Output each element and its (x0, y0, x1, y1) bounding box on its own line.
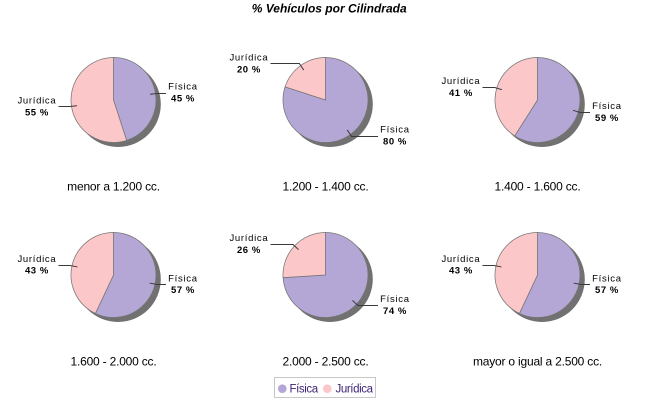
svg-text:43 %: 43 % (449, 266, 473, 277)
svg-text:55 %: 55 % (25, 107, 49, 118)
svg-text:41 %: 41 % (449, 88, 473, 99)
svg-text:57 %: 57 % (171, 285, 195, 296)
svg-text:% Vehículos por Cilindrada: % Vehículos por Cilindrada (252, 2, 407, 16)
svg-text:Jurídica: Jurídica (229, 233, 268, 244)
svg-text:1.400 - 1.600 cc.: 1.400 - 1.600 cc. (495, 180, 581, 194)
svg-text:Física: Física (168, 82, 198, 93)
svg-text:Jurídica: Jurídica (17, 96, 56, 107)
svg-text:74 %: 74 % (383, 306, 407, 317)
svg-text:Jurídica: Jurídica (441, 254, 480, 265)
svg-text:mayor o igual a 2.500 cc.: mayor o igual a 2.500 cc. (473, 355, 602, 369)
svg-text:45 %: 45 % (171, 93, 195, 104)
svg-text:1.200 - 1.400 cc.: 1.200 - 1.400 cc. (283, 180, 369, 194)
svg-text:57 %: 57 % (595, 285, 619, 296)
svg-text:Física: Física (290, 383, 319, 395)
svg-text:2.000 - 2.500 cc.: 2.000 - 2.500 cc. (283, 355, 369, 369)
svg-text:Jurídica: Jurídica (441, 76, 480, 87)
svg-text:menor a 1.200 cc.: menor a 1.200 cc. (67, 180, 160, 194)
svg-text:Física: Física (592, 101, 622, 112)
svg-text:Jurídica: Jurídica (17, 254, 56, 265)
svg-text:Física: Física (380, 125, 410, 136)
svg-text:Física: Física (592, 273, 622, 284)
svg-text:59 %: 59 % (595, 113, 619, 124)
svg-text:26 %: 26 % (237, 245, 261, 256)
svg-text:Física: Física (380, 294, 410, 305)
svg-text:Jurídica: Jurídica (229, 53, 268, 64)
svg-text:43 %: 43 % (25, 266, 49, 277)
svg-text:20 %: 20 % (237, 64, 261, 75)
svg-text:1.600 - 2.000 cc.: 1.600 - 2.000 cc. (71, 355, 157, 369)
svg-text:Física: Física (168, 273, 198, 284)
svg-text:Jurídica: Jurídica (336, 383, 374, 395)
svg-text:80 %: 80 % (383, 136, 407, 147)
